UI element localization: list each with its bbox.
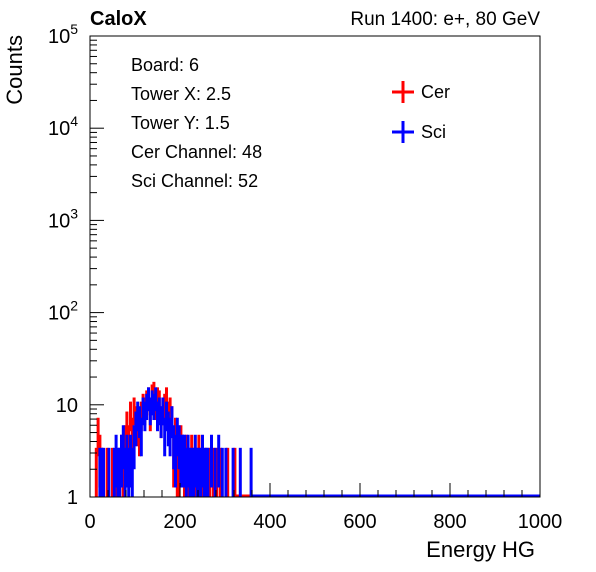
x-tick-label-200: 200 — [163, 511, 196, 533]
x-axis-label: Energy HG — [426, 537, 535, 562]
header-right-label: Run 1400: e+, 80 GeV — [350, 9, 540, 30]
x-tick-label-0: 0 — [84, 511, 95, 533]
plot-frame — [89, 35, 541, 498]
legend-marker-sci — [392, 121, 414, 143]
x-tick-label-400: 400 — [253, 511, 286, 533]
y-tick-label-1000: 103 — [48, 205, 78, 232]
x-tick-label-800: 800 — [433, 511, 466, 533]
x-axis-ticks: 0 200 400 600 800 1000 — [84, 483, 562, 533]
info-line-tower-y: Tower Y: 1.5 — [131, 113, 230, 133]
y-axis-label: Counts — [2, 35, 27, 105]
y-tick-label-100: 102 — [48, 298, 78, 325]
y-tick-label-100000: 105 — [48, 21, 78, 48]
header-left-label: CaloX — [90, 8, 147, 30]
info-line-sci-channel: Sci Channel: 52 — [131, 171, 258, 191]
info-line-board: Board: 6 — [131, 55, 199, 75]
y-axis-ticks: 1 10 102 103 104 105 — [48, 21, 104, 509]
legend-marker-cer — [392, 81, 414, 103]
x-tick-label-1000: 1000 — [518, 511, 563, 533]
info-line-cer-channel: Cer Channel: 48 — [131, 142, 262, 162]
y-tick-label-10000: 104 — [48, 113, 78, 140]
legend: Cer Sci — [392, 81, 450, 143]
legend-label-sci: Sci — [421, 122, 446, 142]
y-tick-label-10: 10 — [56, 395, 78, 417]
y-tick-label-1: 1 — [67, 487, 78, 509]
info-box: Board: 6 Tower X: 2.5 Tower Y: 1.5 Cer C… — [131, 55, 262, 191]
legend-label-cer: Cer — [421, 82, 450, 102]
x-tick-label-600: 600 — [343, 511, 376, 533]
info-line-tower-x: Tower X: 2.5 — [131, 84, 231, 104]
series-layer — [94, 381, 540, 498]
series-sci — [98, 387, 540, 498]
